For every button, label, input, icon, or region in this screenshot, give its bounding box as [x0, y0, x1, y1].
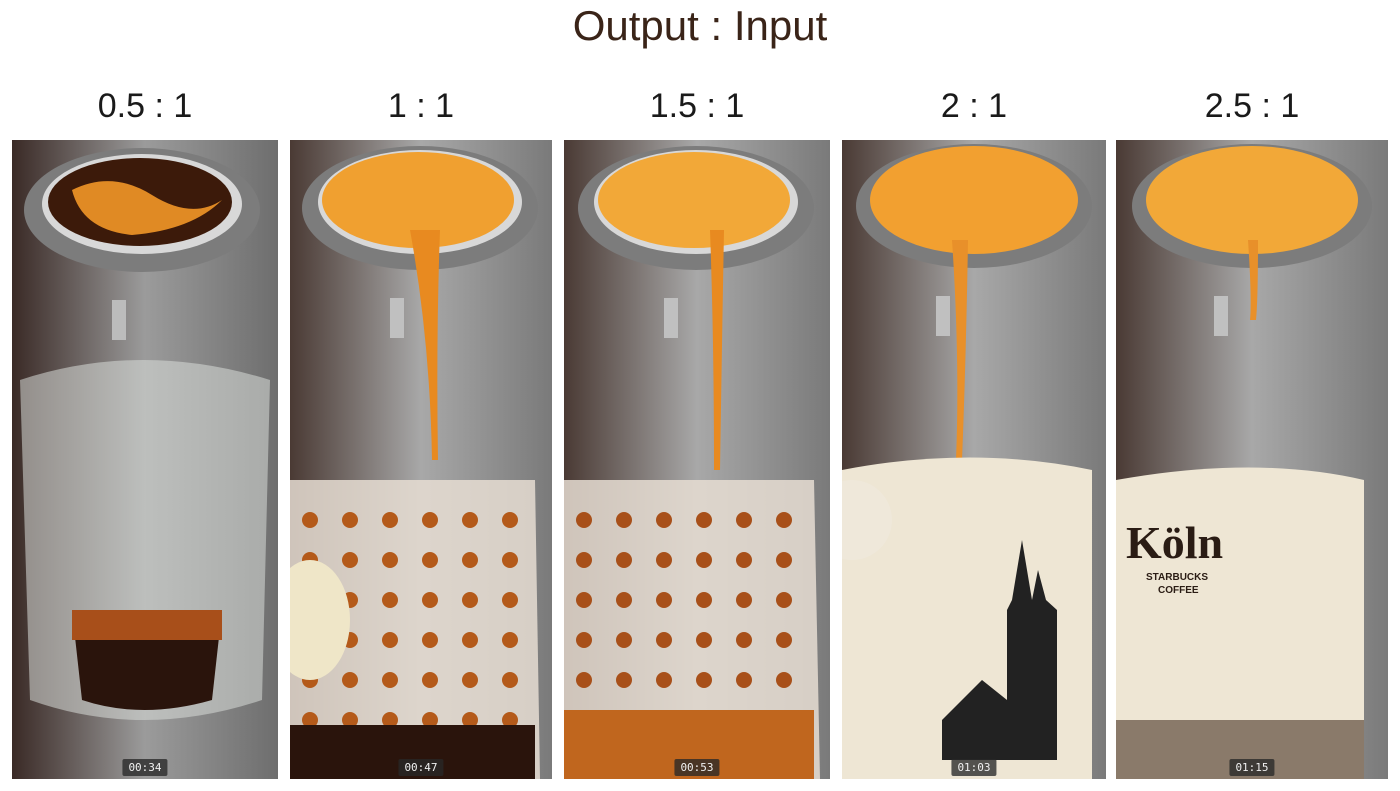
photo-panel-4: 01:03: [842, 140, 1106, 779]
espresso-photo-4: [842, 140, 1106, 779]
timestamp-4: 01:03: [951, 759, 997, 776]
espresso-photo-3: [564, 140, 830, 779]
ratio-label-2: 1 : 1: [387, 87, 455, 125]
mug-brand-text-2: COFFEE: [1158, 585, 1199, 596]
photo-panel-3: 00:53: [564, 140, 830, 779]
mug-brand-text: STARBUCKS: [1146, 572, 1208, 583]
espresso-photo-2: [290, 140, 552, 779]
photo-panel-2: 00:47: [290, 140, 552, 779]
page-title: Output : Input: [572, 2, 828, 49]
timestamp-1: 00:34: [122, 759, 168, 776]
timestamp-3: 00:53: [674, 759, 720, 776]
photo-panel-1: 00:34: [12, 140, 278, 779]
photo-panel-5: Köln STARBUCKS COFFEE 01:15: [1116, 140, 1388, 779]
espresso-photo-1: [12, 140, 278, 779]
ratio-label-5: 2.5 : 1: [1204, 87, 1300, 125]
timestamp-2: 00:47: [398, 759, 444, 776]
timestamp-5: 01:15: [1229, 759, 1275, 776]
espresso-photo-5: Köln STARBUCKS COFFEE: [1116, 140, 1388, 779]
mug-city-text: Köln: [1126, 517, 1223, 568]
ratio-label-3: 1.5 : 1: [649, 87, 745, 125]
ratio-label-4: 2 : 1: [940, 87, 1008, 125]
ratio-label-1: 0.5 : 1: [97, 87, 193, 125]
